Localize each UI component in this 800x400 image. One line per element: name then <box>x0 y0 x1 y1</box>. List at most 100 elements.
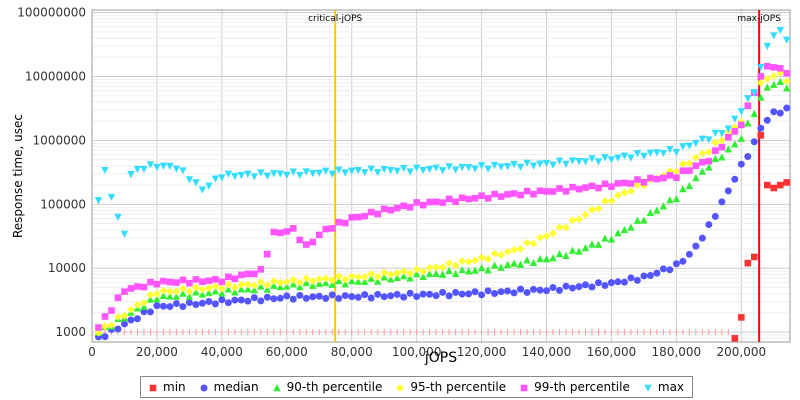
point-max <box>633 150 642 158</box>
x-tick-label: 0 <box>88 345 96 359</box>
point-median <box>218 296 226 304</box>
point-90-th-percentile <box>386 275 395 283</box>
point-median <box>458 290 466 298</box>
point-95-th-percentile <box>620 188 629 197</box>
series-max <box>94 26 791 238</box>
point-99-th-percentile <box>510 190 518 197</box>
point-median <box>718 198 726 206</box>
point-median <box>692 242 700 250</box>
y-tick-label: 10000000 <box>25 70 86 84</box>
point-99-th-percentile <box>465 195 472 203</box>
point-95-th-percentile <box>432 263 441 272</box>
point-90-th-percentile <box>406 274 414 282</box>
point-90-th-percentile <box>354 277 362 285</box>
point-median <box>581 281 589 289</box>
series-99-th-percentile <box>95 62 791 331</box>
point-max <box>588 155 596 163</box>
point-95-th-percentile <box>425 264 434 272</box>
point-95-th-percentile <box>198 285 207 294</box>
point-max <box>270 170 278 178</box>
legend-marker <box>520 384 528 392</box>
point-90-th-percentile <box>218 289 226 297</box>
point-99-th-percentile <box>763 62 771 70</box>
plot-area <box>91 9 791 343</box>
point-99-th-percentile <box>543 188 550 195</box>
point-95-th-percentile <box>568 216 577 225</box>
point-99-th-percentile <box>147 278 154 286</box>
series-90-th-percentile <box>94 77 791 336</box>
point-max <box>250 173 259 181</box>
point-max <box>406 168 414 176</box>
point-99-th-percentile <box>296 236 304 244</box>
point-99-th-percentile <box>140 283 148 291</box>
point-95-th-percentile <box>224 280 233 289</box>
point-median <box>452 288 460 296</box>
point-99-th-percentile <box>289 225 297 232</box>
point-95-th-percentile <box>386 270 395 279</box>
point-max <box>711 129 720 137</box>
point-95-th-percentile <box>347 272 356 281</box>
point-95-th-percentile <box>191 283 200 292</box>
point-99-th-percentile <box>328 225 336 232</box>
point-90-th-percentile <box>296 283 304 291</box>
point-median <box>497 288 505 296</box>
point-max <box>705 136 713 144</box>
point-99-th-percentile <box>302 241 310 248</box>
point-95-th-percentile <box>120 311 129 320</box>
point-max <box>185 176 194 184</box>
point-95-th-percentile <box>315 275 324 283</box>
point-99-th-percentile <box>108 307 115 314</box>
point-max <box>412 164 421 172</box>
point-95-th-percentile <box>490 249 499 258</box>
point-90-th-percentile <box>309 281 317 289</box>
point-90-th-percentile <box>659 202 668 210</box>
point-99-th-percentile <box>653 175 661 183</box>
point-90-th-percentile <box>471 266 479 274</box>
legend-label: 95-th percentile <box>410 380 507 394</box>
point-99-th-percentile <box>484 195 492 202</box>
point-median <box>322 294 330 302</box>
point-99-th-percentile <box>692 162 700 170</box>
legend-label: 90-th percentile <box>286 380 383 394</box>
legend-item-99-th-percentile: 99-th percentile <box>518 380 630 394</box>
point-max <box>153 163 161 172</box>
point-median <box>588 283 596 291</box>
point-median <box>659 265 667 273</box>
point-90-th-percentile <box>432 269 440 277</box>
point-max <box>425 165 434 174</box>
point-median <box>763 116 771 124</box>
point-median <box>724 187 732 195</box>
point-median <box>484 287 492 295</box>
y-tick-label: 100000 <box>40 197 86 211</box>
point-99-th-percentile <box>218 278 226 286</box>
point-max <box>302 168 310 176</box>
point-95-th-percentile <box>107 321 116 330</box>
point-90-th-percentile <box>270 281 278 289</box>
point-99-th-percentile <box>264 250 271 258</box>
point-median <box>698 234 706 242</box>
point-median <box>711 212 719 220</box>
point-95-th-percentile <box>321 274 330 283</box>
point-99-th-percentile <box>588 182 596 190</box>
point-90-th-percentile <box>393 273 401 282</box>
point-median <box>666 266 674 274</box>
point-95-th-percentile <box>627 187 635 196</box>
point-95-th-percentile <box>672 167 681 176</box>
point-95-th-percentile <box>250 281 259 290</box>
point-max <box>101 166 109 175</box>
point-95-th-percentile <box>334 272 343 281</box>
x-tick-label: 120,000 <box>457 345 507 359</box>
point-median <box>555 286 563 294</box>
point-90-th-percentile <box>205 288 213 297</box>
point-95-th-percentile <box>445 259 454 268</box>
point-90-th-percentile <box>555 249 564 258</box>
point-max <box>419 166 427 175</box>
point-90-th-percentile <box>146 295 155 303</box>
point-median <box>568 284 576 292</box>
point-95-th-percentile <box>367 269 376 278</box>
y-tick-label: 1000000 <box>33 133 86 147</box>
point-median <box>594 279 602 287</box>
point-max <box>276 170 284 178</box>
point-min <box>763 181 771 189</box>
point-median <box>607 279 615 287</box>
